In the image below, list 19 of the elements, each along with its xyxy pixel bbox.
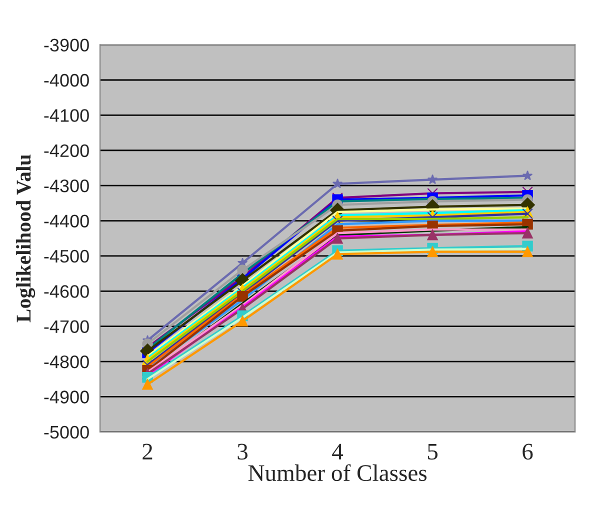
y-tick-label: -4600 xyxy=(44,285,89,298)
x-tick-label: 6 xyxy=(522,444,533,460)
x-axis-title: Number of Classes xyxy=(248,464,427,482)
y-tick-label: -4700 xyxy=(44,320,89,334)
y-tick-label: -4000 xyxy=(44,74,89,87)
y-tick-label: -4900 xyxy=(44,390,89,404)
y-tick-label: -4400 xyxy=(44,214,89,228)
y-tick-label: -4300 xyxy=(44,180,89,192)
x-tick-label: 4 xyxy=(332,444,344,460)
y-tick-label: -5000 xyxy=(44,426,89,439)
y-tick-label: -3900 xyxy=(44,38,89,52)
y-tick-label: -4200 xyxy=(44,144,89,158)
y-tick-label: -4100 xyxy=(44,109,89,122)
y-tick-label: -4500 xyxy=(44,250,89,263)
x-tick-label: 2 xyxy=(142,444,152,460)
x-tick-label: 3 xyxy=(238,444,248,460)
x-tick-label: 5 xyxy=(428,444,438,460)
y-axis-title: Loglikelihood Valu xyxy=(16,154,36,322)
y-tick-label: -4800 xyxy=(44,355,89,368)
